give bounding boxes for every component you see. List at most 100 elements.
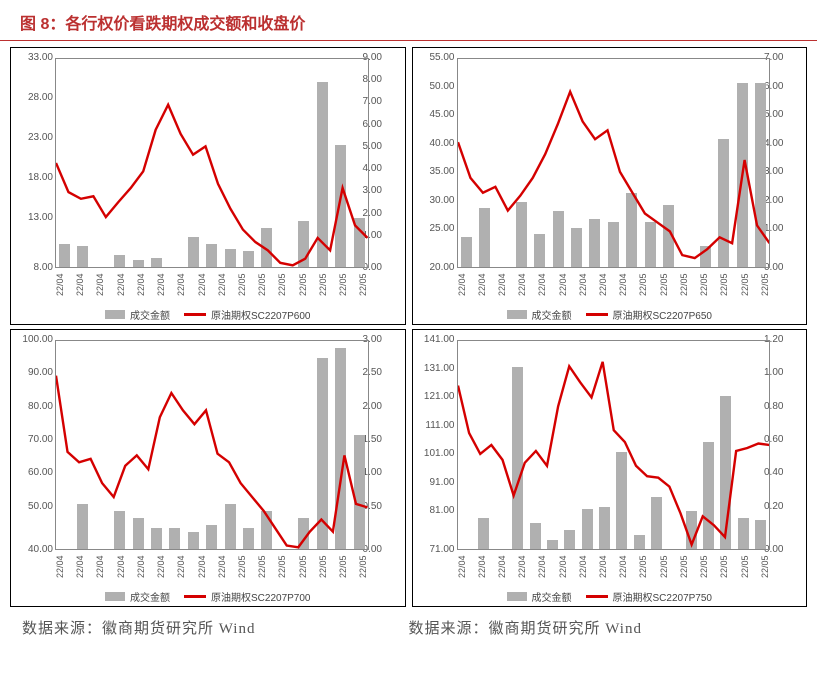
y-left-tick: 23.00 — [13, 133, 53, 143]
legend-line-label: 原油期权SC2207P600 — [211, 307, 311, 322]
x-tick: 22/04 — [55, 270, 65, 296]
y-right-tick: 7.00 — [363, 97, 403, 107]
y-left-tick: 30.00 — [415, 196, 455, 206]
y-left-tick: 45.00 — [415, 110, 455, 120]
y-right-tick: 0.40 — [764, 468, 804, 478]
y-left-tick: 121.00 — [415, 392, 455, 402]
y-right-tick: 7.00 — [764, 53, 804, 63]
y-right-tick: 8.00 — [363, 75, 403, 85]
source-row: 数据来源：徽商期货研究所 Wind 数据来源：徽商期货研究所 Wind — [0, 609, 817, 650]
swatch-line-icon — [184, 595, 206, 598]
y-right-tick: 1.20 — [764, 335, 804, 345]
legend: 成交金额原油期权SC2207P700 — [11, 589, 405, 604]
y-right-tick: 1.00 — [363, 468, 403, 478]
y-right-tick: 0.50 — [363, 502, 403, 512]
x-tick: 22/04 — [136, 270, 146, 296]
x-tick: 22/04 — [156, 270, 166, 296]
panel-p700: 100.0090.0080.0070.0060.0050.0040.003.00… — [10, 329, 406, 607]
plot-area — [457, 340, 771, 550]
legend-bar-label: 成交金额 — [130, 589, 170, 604]
legend-bar-label: 成交金额 — [532, 589, 572, 604]
source-left: 数据来源：徽商期货研究所 Wind — [22, 617, 409, 638]
x-tick: 22/04 — [75, 552, 85, 578]
x-tick: 22/05 — [740, 552, 750, 578]
panel-p600: 33.0028.0023.0018.0013.008.009.008.007.0… — [10, 47, 406, 325]
line-svg — [458, 59, 770, 267]
plot-area — [55, 58, 369, 268]
y-right-tick: 2.00 — [764, 196, 804, 206]
y-right-tick: 0.60 — [764, 435, 804, 445]
y-right-tick: 3.00 — [764, 167, 804, 177]
legend-item-line: 原油期权SC2207P600 — [184, 307, 311, 322]
x-tick: 22/04 — [457, 270, 467, 296]
x-tick: 22/04 — [217, 552, 227, 578]
x-tick: 22/05 — [237, 552, 247, 578]
figure-title: 图 8：各行权价看跌期权成交额和收盘价 — [0, 0, 817, 41]
x-tick: 22/04 — [497, 270, 507, 296]
x-tick: 22/04 — [578, 270, 588, 296]
price-line — [56, 376, 368, 548]
legend: 成交金额原油期权SC2207P750 — [413, 589, 807, 604]
x-tick: 22/05 — [318, 552, 328, 578]
x-tick: 22/04 — [618, 552, 628, 578]
x-tick: 22/04 — [197, 552, 207, 578]
y-right-tick: 1.50 — [363, 435, 403, 445]
x-tick: 22/05 — [638, 270, 648, 296]
y-right-tick: 3.00 — [363, 186, 403, 196]
x-tick: 22/05 — [358, 270, 368, 296]
x-tick: 22/04 — [558, 270, 568, 296]
y-left-tick: 131.00 — [415, 364, 455, 374]
swatch-line-icon — [586, 313, 608, 316]
legend: 成交金额原油期权SC2207P600 — [11, 307, 405, 322]
line-svg — [56, 341, 368, 549]
y-right-tick: 5.00 — [764, 110, 804, 120]
y-left-tick: 111.00 — [415, 421, 455, 431]
legend-item-bar: 成交金额 — [507, 307, 572, 322]
y-left-tick: 13.00 — [13, 213, 53, 223]
x-tick: 22/04 — [116, 270, 126, 296]
chart-grid: 33.0028.0023.0018.0013.008.009.008.007.0… — [0, 45, 817, 609]
x-tick: 22/04 — [477, 270, 487, 296]
y-left-tick: 40.00 — [13, 545, 53, 555]
y-left-tick: 90.00 — [13, 368, 53, 378]
x-tick: 22/05 — [740, 270, 750, 296]
panel-p750: 141.00131.00121.00111.00101.0091.0081.00… — [412, 329, 808, 607]
y-right-tick: 0.00 — [764, 545, 804, 555]
x-tick: 22/04 — [598, 552, 608, 578]
y-left-tick: 33.00 — [13, 53, 53, 63]
y-left-tick: 71.00 — [415, 545, 455, 555]
x-tick: 22/05 — [257, 270, 267, 296]
swatch-bar-icon — [507, 592, 527, 601]
x-tick: 22/05 — [699, 270, 709, 296]
y-right-tick: 0.20 — [764, 502, 804, 512]
x-tick: 22/05 — [719, 270, 729, 296]
y-right-tick: 6.00 — [764, 82, 804, 92]
y-right-tick: 0.80 — [764, 402, 804, 412]
y-right-tick: 2.50 — [363, 368, 403, 378]
panel-p650: 55.0050.0045.0040.0035.0030.0025.0020.00… — [412, 47, 808, 325]
x-tick: 22/05 — [679, 552, 689, 578]
y-right-tick: 0.00 — [363, 263, 403, 273]
x-tick: 22/05 — [679, 270, 689, 296]
legend-item-bar: 成交金额 — [105, 589, 170, 604]
y-left-tick: 28.00 — [13, 93, 53, 103]
y-left-tick: 101.00 — [415, 449, 455, 459]
x-tick: 22/04 — [457, 552, 467, 578]
y-left-tick: 141.00 — [415, 335, 455, 345]
x-tick: 22/04 — [477, 552, 487, 578]
y-right-tick: 2.00 — [363, 402, 403, 412]
x-tick: 22/04 — [578, 552, 588, 578]
x-tick: 22/05 — [338, 270, 348, 296]
y-left-tick: 81.00 — [415, 506, 455, 516]
x-tick: 22/04 — [217, 270, 227, 296]
x-tick: 22/05 — [760, 552, 770, 578]
y-left-tick: 8.00 — [13, 263, 53, 273]
y-left-tick: 35.00 — [415, 167, 455, 177]
x-tick: 22/04 — [55, 552, 65, 578]
source-right: 数据来源：徽商期货研究所 Wind — [409, 617, 796, 638]
swatch-bar-icon — [507, 310, 527, 319]
x-tick: 22/05 — [257, 552, 267, 578]
legend-item-line: 原油期权SC2207P700 — [184, 589, 311, 604]
y-right-tick: 5.00 — [363, 142, 403, 152]
legend-item-line: 原油期权SC2207P750 — [586, 589, 713, 604]
